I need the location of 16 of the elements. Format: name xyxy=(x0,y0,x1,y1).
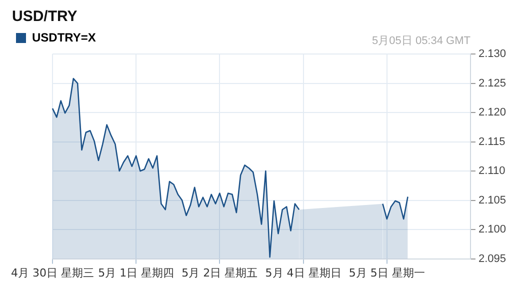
y-tick-label: 2.130 xyxy=(478,48,506,60)
x-tick-label: 5月 5日 星期一 xyxy=(348,266,425,280)
x-tick-label: 5月 4日 星期日 xyxy=(265,266,342,280)
x-tick-label: 4月 30日 星期三 xyxy=(10,266,94,280)
y-tick-label: 2.105 xyxy=(478,194,506,206)
y-tick-label: 2.095 xyxy=(478,252,506,265)
x-tick-label: 5月 2日 星期五 xyxy=(182,266,258,280)
x-tick-label: 5月 1日 星期四 xyxy=(98,266,174,280)
chart-title: USD/TRY xyxy=(12,8,78,26)
y-tick-label: 2.115 xyxy=(478,136,506,148)
y-tick-label: 2.125 xyxy=(478,77,506,90)
y-tick-label: 2.120 xyxy=(478,106,506,119)
text: 5月05日 05:34 GMT xyxy=(372,35,471,48)
y-tick-label: 2.100 xyxy=(478,224,506,236)
y-tick-label: 2.110 xyxy=(478,165,506,178)
legend-label: USDTRY=X xyxy=(32,30,96,44)
